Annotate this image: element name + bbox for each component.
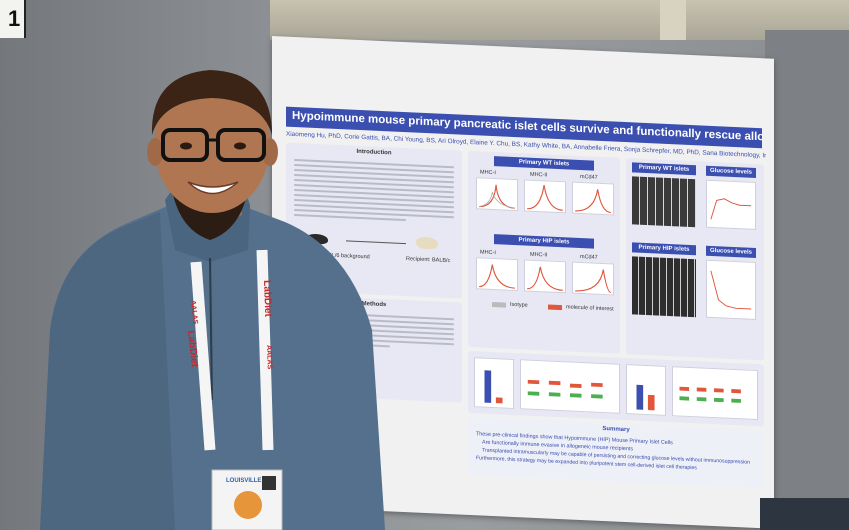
primary-hip-islets-heading: Primary HIP islets — [494, 234, 594, 249]
glucose-levels-heading: Glucose levels — [706, 165, 756, 178]
glucose-chart-wt — [706, 179, 756, 230]
legend-isotype: Isotype — [510, 301, 528, 309]
label-hip-mhc-i: MHC-I — [480, 249, 496, 257]
legend-molecule: molecule of interest — [566, 304, 614, 313]
label-hip-mcd47: mCd47 — [580, 253, 598, 261]
booth-number-sign: 1 — [0, 0, 26, 38]
label-mhc-i: MHC-I — [480, 169, 496, 177]
bar-chart-3 — [626, 364, 666, 416]
recipient-caption: Recipient: BALB/c — [406, 256, 451, 265]
histogram-hip-mhc-i — [476, 257, 518, 292]
histogram-wt-mcd47 — [572, 181, 614, 216]
lanyard-subtext-right: AALAS — [265, 345, 273, 370]
glucose-levels-2-heading: Glucose levels — [706, 245, 756, 258]
floor-shadow — [760, 498, 849, 530]
histogram-hip-mcd47 — [572, 261, 614, 296]
bar-chart-2 — [520, 359, 620, 414]
primary-wt-islets-right-heading: Primary WT islets — [632, 162, 696, 176]
imaging-panel: Primary WT islets Glucose levels Primary… — [626, 158, 764, 361]
label-hip-mhc-ii: MHC-II — [530, 251, 548, 259]
scientific-poster: Hypoimmune mouse primary pancreatic isle… — [272, 36, 774, 529]
histogram-hip-mhc-ii — [524, 259, 566, 294]
histogram-wt-mhc-ii — [524, 179, 566, 214]
bar-chart-1 — [474, 357, 514, 409]
bar-chart-panel — [468, 350, 764, 427]
legend-molecule-swatch — [548, 304, 562, 311]
primary-hip-islets-right-heading: Primary HIP islets — [632, 242, 696, 256]
glucose-chart-hip — [706, 259, 756, 320]
badge-city: LOUISVILLE — [226, 478, 262, 484]
label-mhc-ii: MHC-II — [530, 171, 548, 179]
ceiling-beam — [660, 0, 686, 40]
poster-board-edge — [765, 30, 849, 530]
lanyard-text-right: LabDiet — [261, 280, 274, 318]
presenter-person — [40, 70, 385, 530]
bioluminescence-images-hip — [632, 256, 696, 318]
summary-panel: Summary These pre-clinical findings show… — [468, 416, 764, 489]
ceiling-background — [270, 0, 849, 40]
bioluminescence-images-wt — [632, 176, 696, 228]
flow-cytometry-panel: Primary WT islets MHC-I MHC-II mCd47 Pri… — [468, 150, 620, 354]
label-mcd47: mCd47 — [580, 173, 598, 181]
primary-wt-islets-heading: Primary WT islets — [494, 156, 594, 171]
legend-isotype-swatch — [492, 301, 506, 308]
histogram-wt-mhc-i — [476, 177, 518, 212]
bar-chart-4 — [672, 366, 758, 421]
mouse-icon-white — [416, 236, 438, 250]
